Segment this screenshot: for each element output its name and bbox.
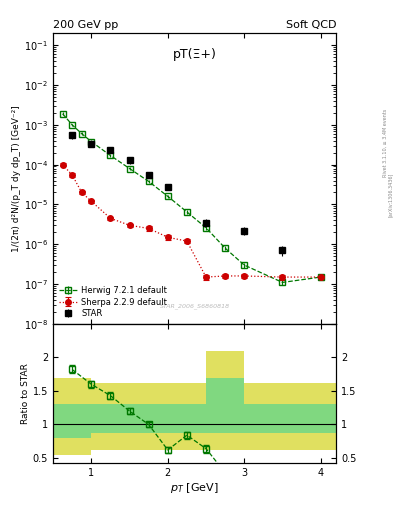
Text: [arXiv:1306.3436]: [arXiv:1306.3436]	[388, 173, 393, 217]
Text: Rivet 3.1.10, ≥ 3.4M events: Rivet 3.1.10, ≥ 3.4M events	[383, 109, 387, 178]
Text: STAR_2006_S6860818: STAR_2006_S6860818	[160, 304, 230, 309]
Text: Soft QCD: Soft QCD	[286, 20, 336, 31]
Text: 200 GeV pp: 200 GeV pp	[53, 20, 118, 31]
Y-axis label: Ratio to STAR: Ratio to STAR	[21, 363, 30, 424]
Legend: Herwig 7.2.1 default, Sherpa 2.2.9 default, STAR: Herwig 7.2.1 default, Sherpa 2.2.9 defau…	[57, 284, 169, 319]
Text: pT(Ξ+): pT(Ξ+)	[173, 48, 217, 61]
Y-axis label: 1/(2π) d²N/(p_T dy dp_T) [GeV⁻²]: 1/(2π) d²N/(p_T dy dp_T) [GeV⁻²]	[12, 105, 21, 252]
X-axis label: $\mathit{p}_T$ [GeV]: $\mathit{p}_T$ [GeV]	[170, 481, 219, 495]
